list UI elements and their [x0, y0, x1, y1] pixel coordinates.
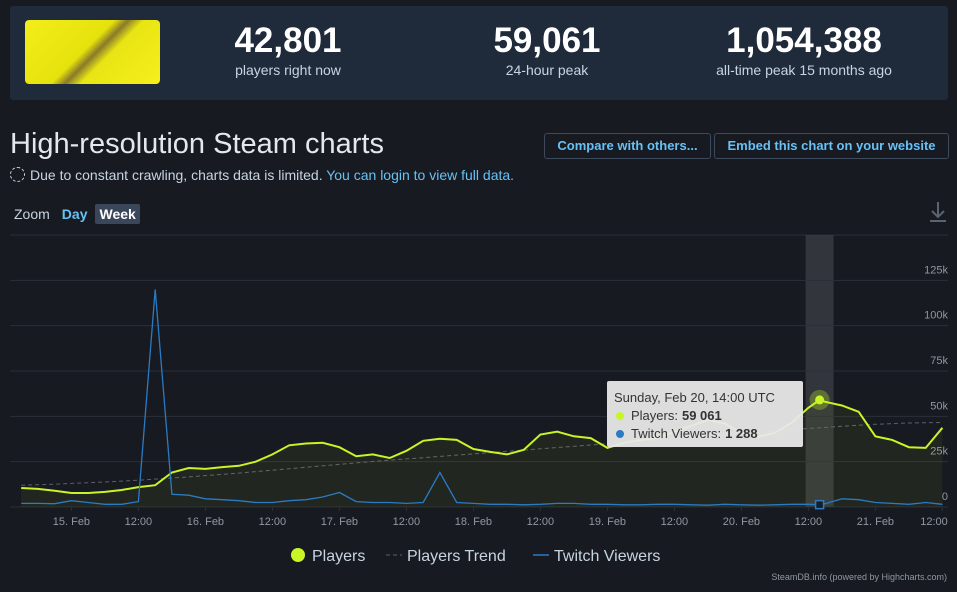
tooltip-line: Twitch Viewers: 1 288: [631, 426, 758, 441]
x-tick-label: 15. Feb: [53, 516, 90, 528]
compare-button[interactable]: Compare with others...: [544, 133, 711, 159]
x-tick-label: 12:00: [920, 516, 948, 528]
legend-label: Players: [312, 548, 365, 565]
stat: 42,801 players right now: [168, 21, 408, 79]
embed-button[interactable]: Embed this chart on your website: [714, 133, 949, 159]
x-tick-label: 12:00: [393, 516, 421, 528]
login-link[interactable]: You can login to view full data.: [326, 167, 515, 183]
tooltip-title: Sunday, Feb 20, 14:00 UTC: [614, 390, 775, 405]
y-tick-label: 0: [942, 491, 948, 503]
x-tick-label: 12:00: [125, 516, 153, 528]
stat: 1,054,388 all-time peak 15 months ago: [684, 21, 924, 79]
notice-text: Due to constant crawling, charts data is…: [30, 167, 323, 183]
download-icon[interactable]: [930, 202, 946, 222]
x-tick-label: 19. Feb: [589, 516, 626, 528]
legend-label: Players Trend: [407, 548, 506, 565]
tooltip-value: 59 061: [682, 408, 722, 423]
y-tick-label: 50k: [930, 400, 948, 412]
stat-label: players right now: [235, 62, 341, 78]
hover-point: [815, 395, 825, 405]
x-tick-label: 12:00: [527, 516, 555, 528]
tooltip-box: [607, 381, 803, 447]
tooltip-label: Twitch Viewers:: [631, 426, 721, 441]
hover-point: [814, 499, 825, 510]
notice: Due to constant crawling, charts data is…: [10, 167, 514, 183]
zoom-option[interactable]: Week: [95, 204, 140, 224]
x-tick-label: 12:00: [259, 516, 287, 528]
legend-label: Twitch Viewers: [554, 548, 660, 565]
line: [21, 289, 943, 506]
zoom-option[interactable]: Day: [61, 206, 88, 222]
stat-label: 24-hour peak: [505, 62, 589, 78]
stat: 59,061 24-hour peak: [427, 21, 667, 79]
tooltip-value: 1 288: [725, 426, 758, 441]
stat-value: 42,801: [234, 21, 342, 60]
legend-item[interactable]: Players: [291, 548, 365, 565]
x-tick-label: 17. Feb: [321, 516, 358, 528]
zoom: Zoom Day Week: [10, 204, 144, 224]
x-tick-label: 12:00: [795, 516, 823, 528]
legend-swatch: [291, 548, 305, 562]
stat-value: 59,061: [493, 21, 601, 60]
stat-value: 1,054,388: [726, 21, 882, 60]
x-tick-label: 16. Feb: [187, 516, 224, 528]
x-tick-label: 20. Feb: [723, 516, 760, 528]
tooltip: Sunday, Feb 20, 14:00 UTC Players: 59 061 T…: [607, 381, 803, 447]
notice-icon: [10, 167, 25, 182]
legend-item[interactable]: Twitch Viewers: [533, 548, 660, 565]
tooltip-swatch: [616, 412, 624, 420]
game-image[interactable]: [25, 20, 160, 84]
x-tick-label: 21. Feb: [857, 516, 894, 528]
tooltip-label: Players:: [631, 408, 678, 423]
legend-item[interactable]: Players Trend: [386, 548, 506, 565]
tooltip-line: Players: 59 061: [631, 408, 722, 423]
zoom-label: Zoom: [14, 206, 50, 222]
y-tick-label: 100k: [924, 310, 948, 322]
y-tick-label: 25k: [930, 446, 948, 458]
y-tick-label: 125k: [924, 264, 948, 276]
x-tick-label: 12:00: [661, 516, 689, 528]
tooltip-swatch: [616, 430, 624, 438]
y-tick-label: 75k: [930, 355, 948, 367]
stats-panel: 42,801 players right now 59,061 24-hour pe…: [10, 6, 948, 100]
x-tick-label: 18. Feb: [455, 516, 492, 528]
stat-label: all-time peak 15 months ago: [716, 62, 892, 78]
page-title: High-resolution Steam charts: [10, 128, 384, 160]
credits: SteamDB.info (powered by Highcharts.com): [771, 572, 947, 582]
